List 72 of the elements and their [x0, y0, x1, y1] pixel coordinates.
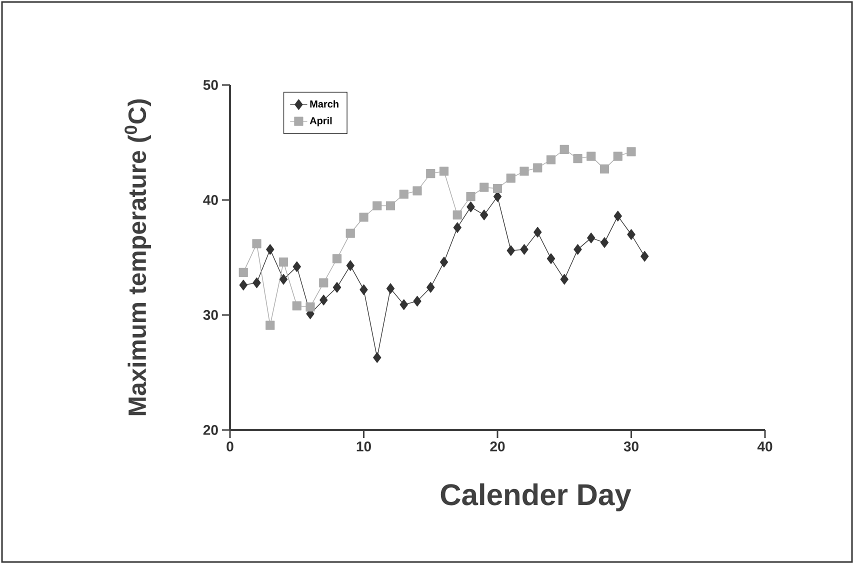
point: [492, 184, 502, 194]
point: [252, 277, 261, 288]
point: [480, 210, 488, 220]
point: [426, 282, 435, 293]
point: [346, 260, 354, 271]
x-tick-label: 40: [757, 442, 772, 452]
y-axis-title: Maximum temperature ($^{0}$C): [124, 99, 152, 416]
point: [360, 284, 368, 296]
x-tick-label: 10: [356, 442, 371, 452]
point: [278, 258, 288, 267]
point: [320, 294, 328, 306]
point: [332, 254, 342, 264]
point: [546, 155, 556, 164]
point: [452, 210, 462, 220]
point: [359, 212, 368, 222]
point: [413, 296, 422, 307]
y-tick-label: 20: [203, 425, 218, 435]
point: [440, 256, 448, 268]
point: [506, 174, 516, 183]
point: [386, 283, 395, 294]
legend-label: March: [310, 100, 338, 108]
point: [520, 244, 528, 255]
point: [400, 299, 408, 310]
point: [480, 182, 489, 192]
point: [266, 320, 275, 330]
x-tick-label: 20: [490, 442, 505, 452]
point: [319, 278, 328, 288]
legend-label: April: [310, 116, 332, 126]
point: [573, 154, 582, 164]
point: [372, 201, 382, 210]
point: [600, 237, 609, 248]
point: [292, 301, 302, 310]
point: [520, 166, 529, 176]
point: [266, 244, 274, 255]
point: [238, 268, 248, 277]
point: [560, 144, 569, 154]
point: [373, 352, 382, 363]
y-tick-label: 30: [203, 310, 218, 320]
point: [534, 226, 542, 238]
x-axis-title: Calender Day: [440, 483, 632, 512]
point: [640, 250, 649, 262]
point: [426, 168, 436, 178]
point: [332, 282, 342, 293]
point: [466, 202, 475, 212]
point: [626, 147, 636, 156]
y-tick-label: 40: [203, 195, 218, 205]
point: [386, 201, 396, 210]
point: [586, 152, 596, 161]
point: [279, 274, 288, 285]
y-tick-label: 50: [203, 80, 218, 90]
point: [600, 164, 610, 174]
point: [466, 192, 476, 202]
point: [613, 152, 622, 161]
x-tick-label: 0: [226, 442, 234, 452]
point: [587, 232, 596, 244]
point: [306, 302, 315, 312]
point: [292, 261, 301, 272]
point: [239, 280, 248, 290]
point: [399, 190, 408, 199]
point: [412, 186, 422, 196]
x-tick-label: 30: [624, 442, 638, 452]
point: [560, 274, 568, 285]
point: [546, 253, 556, 264]
point: [453, 222, 462, 233]
point: [439, 166, 449, 176]
point: [627, 229, 636, 240]
point: [533, 163, 542, 172]
point: [506, 245, 515, 256]
point: [252, 239, 262, 248]
point: [614, 210, 622, 222]
point: [346, 228, 355, 238]
point: [574, 244, 582, 255]
